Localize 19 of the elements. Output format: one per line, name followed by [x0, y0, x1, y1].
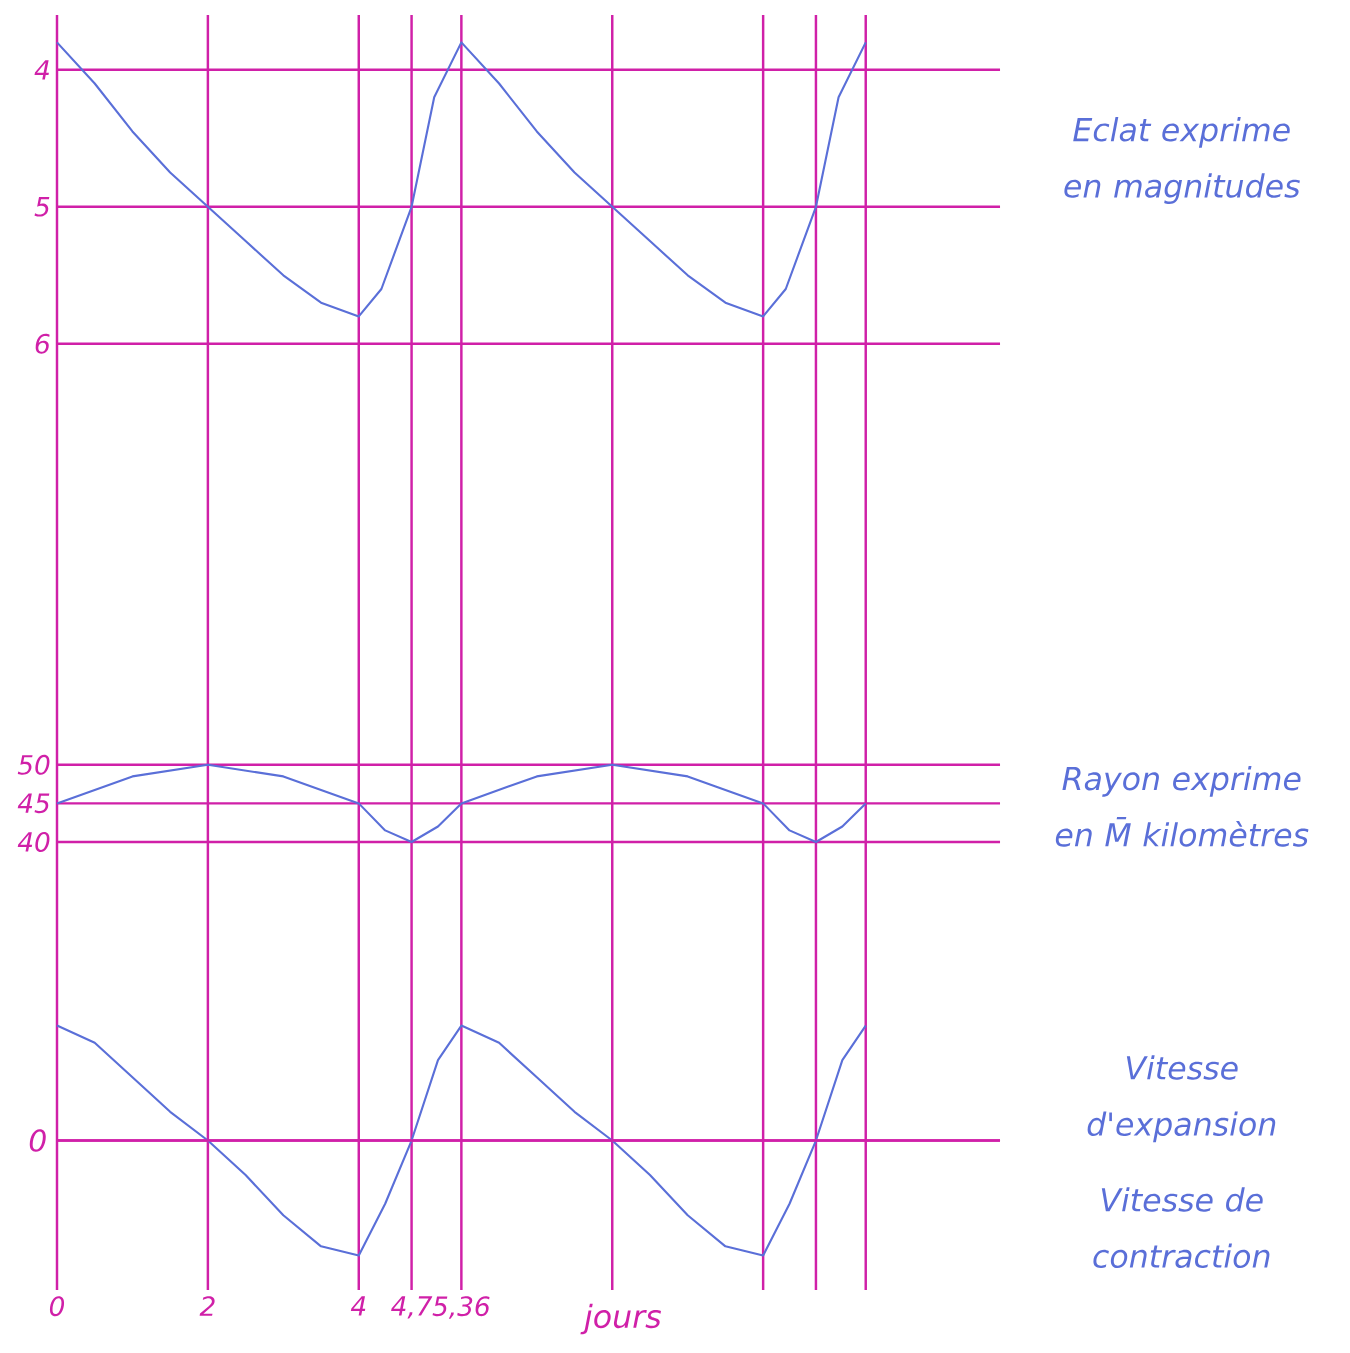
- y-tick-label: 40: [17, 831, 50, 852]
- line-series: [55, 41, 867, 318]
- text: Vitesse d'expansion: [1087, 1055, 1276, 1143]
- line-series: [55, 763, 867, 844]
- text: Vitesse de contraction: [1093, 1187, 1270, 1269]
- x-tick-label: 0: [49, 1296, 65, 1317]
- y-tick-label: 6: [35, 333, 50, 354]
- x-tick-label: 4: [350, 1296, 366, 1316]
- text: Eclat exprime en magnitudes: [1064, 117, 1300, 204]
- x-tick-label: 2: [199, 1296, 215, 1316]
- x-tick-label: 4,7: [391, 1296, 433, 1319]
- y-tick-label: 50: [17, 754, 50, 775]
- y-tick-label: 5: [34, 197, 50, 217]
- x-tick-label: 5,36: [432, 1296, 490, 1319]
- ref-line-label: 0: [29, 1129, 46, 1152]
- y-tick-label: 4: [34, 60, 49, 80]
- text: Rayon exprime en M̄ kilomètres: [1055, 766, 1309, 847]
- x-axis-title: jours: [580, 1303, 662, 1335]
- y-tick-label: 45: [17, 793, 50, 814]
